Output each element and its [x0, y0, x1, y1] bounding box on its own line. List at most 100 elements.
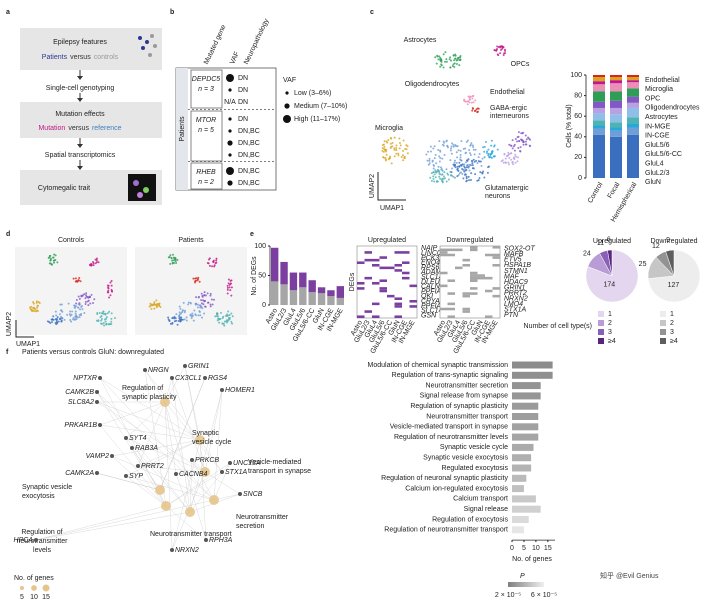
pie-value: 127: [668, 282, 680, 289]
umap-point: [463, 166, 466, 169]
umap-point: [172, 261, 175, 264]
network-edge: [99, 424, 201, 441]
legend-swatch: [598, 320, 604, 326]
umap-point: [524, 143, 527, 146]
legend-title: Number of cell type(s): [524, 323, 592, 330]
umap-point: [453, 62, 456, 65]
umap-point: [95, 261, 98, 264]
pie-slice: [607, 249, 613, 277]
umap-point: [384, 157, 387, 160]
heatmap-cell: [372, 264, 380, 267]
umap-point: [403, 156, 406, 159]
umap-point: [472, 94, 475, 97]
heatmap-cell: [372, 258, 380, 262]
network-edge: [204, 389, 223, 473]
umap-point: [463, 163, 466, 166]
umap-point: [210, 298, 213, 301]
umap-point: [459, 56, 462, 59]
umap-point: [104, 312, 107, 315]
gene-label: HDAC9: [504, 279, 528, 286]
umap-point: [77, 279, 80, 282]
panel-title: Patients versus controls GluN: downregul…: [22, 349, 164, 356]
term-label: Synaptic vesicle cycle: [440, 444, 508, 451]
term-label: Neurotransmitter transport: [150, 531, 232, 538]
umap-point: [503, 52, 506, 55]
heatmap-cell: [394, 302, 402, 306]
umap-point: [230, 320, 233, 323]
umap-point: [460, 159, 463, 162]
umap-point: [110, 320, 113, 323]
umap-point: [401, 149, 404, 152]
umap-point: [451, 65, 454, 68]
network-edge: [96, 391, 215, 501]
axis-label: DEGs: [349, 272, 356, 291]
network-edge: [165, 505, 207, 541]
umap-point: [432, 175, 435, 178]
bar-segment: [610, 75, 622, 78]
umap-point: [49, 259, 52, 262]
bar-segment: [308, 292, 316, 305]
umap-point: [110, 312, 113, 315]
umap-point: [195, 277, 198, 280]
legend-label: 1: [608, 311, 612, 318]
umap-point: [445, 58, 448, 61]
umap-point: [60, 315, 63, 318]
umap-point: [84, 300, 87, 303]
umap-point: [465, 177, 468, 180]
gene-node: [190, 458, 194, 462]
cluster-label: neurons: [485, 193, 511, 200]
umap-point: [90, 293, 93, 296]
umap-point: [446, 146, 449, 149]
axis-label: No. of DEGs: [251, 256, 258, 296]
legend-label: ≥4: [608, 338, 616, 345]
bar-segment: [610, 80, 622, 84]
umap-point: [178, 305, 181, 308]
umap-point: [450, 174, 453, 177]
umap-point: [452, 163, 455, 166]
gene-label: RAB3A: [135, 445, 158, 452]
umap-point: [522, 143, 525, 146]
umap-point: [384, 159, 387, 162]
heatmap-cell: [387, 294, 395, 298]
umap-point: [490, 144, 493, 147]
network-edge: [164, 401, 207, 541]
heatmap-cell: [364, 258, 372, 262]
umap-point: [187, 303, 190, 306]
umap-point: [175, 262, 178, 265]
umap-point: [490, 139, 493, 142]
group-label: Patients: [179, 116, 186, 142]
umap-point: [435, 62, 438, 65]
umap-point: [36, 310, 39, 313]
heatmap-cell: [455, 248, 463, 252]
heatmap-cell: [470, 292, 478, 295]
gene-label: GSN: [421, 312, 437, 319]
umap-point: [207, 258, 210, 261]
umap-point: [216, 319, 219, 322]
umap-point: [85, 292, 88, 295]
umap-point: [502, 53, 505, 56]
umap-point: [471, 159, 474, 162]
umap-point: [208, 264, 211, 267]
bar-segment: [299, 272, 307, 288]
umap-point: [69, 310, 72, 313]
umap-point: [458, 64, 461, 67]
umap-point: [171, 259, 174, 262]
network-edge: [125, 475, 167, 507]
umap-point: [222, 315, 225, 318]
umap-point: [389, 142, 392, 145]
umap-point: [102, 310, 105, 313]
umap-point: [485, 152, 488, 155]
gene-label: SLC14A1: [421, 308, 451, 315]
bar-segment: [627, 77, 639, 81]
heatmap-cell: [492, 264, 500, 267]
umap-point: [465, 180, 468, 183]
umap-point: [75, 302, 78, 305]
umap-point: [185, 316, 188, 319]
gene-node: [170, 376, 174, 380]
comparison-word: Patients: [42, 54, 68, 61]
umap-point: [440, 60, 443, 63]
umap-point: [158, 304, 161, 307]
umap-point: [74, 315, 77, 318]
network-edge: [204, 471, 241, 495]
gene-name: MTOR: [196, 117, 216, 124]
